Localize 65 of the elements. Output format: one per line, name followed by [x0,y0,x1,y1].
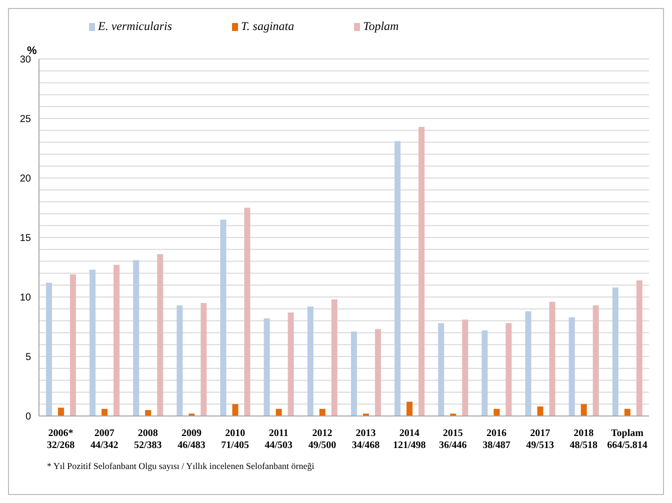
bar [580,404,587,416]
bar [406,402,413,416]
bar [624,408,630,416]
bar [133,260,140,416]
bar [58,408,64,416]
bar [506,323,512,416]
bar [70,274,76,416]
bar [276,408,282,416]
x-tick-label: 2010 71/405 [221,428,249,451]
x-tick-label: 2014 121/498 [392,428,426,451]
x-tick-label: 2013 34/468 [352,428,380,451]
bar [568,317,575,416]
bar [102,408,108,416]
bar [525,311,532,416]
y-tick-label: 0 [25,412,32,423]
bar [612,287,618,416]
bar [264,318,270,416]
x-tick-label: 2012 49/500 [308,428,336,451]
bar [244,208,250,416]
bar [176,305,183,416]
x-tick-label: 2011 44/503 [264,428,293,451]
x-tick-label: 2017 49/513 [526,428,554,451]
bar [331,299,338,416]
x-tick-label: 2015 36/446 [439,428,467,451]
x-tick-label: 2016 38/487 [482,428,510,451]
bar [418,126,425,416]
x-tick-label: 2006* 32/268 [46,428,75,451]
bar [232,404,238,416]
bar [288,312,294,416]
x-tick-label: 2009 46/483 [178,428,206,451]
text: * Yıl Pozitif Selofanbant Olgu sayısı / Yıllık incelenen Selofanbant örneği [47,461,314,471]
x-tick-label: 2007 44/342 [90,428,118,451]
bar [46,282,52,416]
bar [114,264,120,416]
y-tick-label: 5 [25,352,32,364]
y-tick-label: 20 [20,174,32,185]
bar [319,408,326,416]
bar [394,141,401,416]
bar [350,332,357,416]
bar [592,305,599,416]
bar [307,306,314,416]
bar [537,406,544,416]
bar [145,410,152,416]
bar [200,302,207,416]
bar [494,408,500,416]
x-tick-label: 2008 52/383 [134,428,162,451]
bar [220,220,226,416]
y-tick-label: 30 [20,54,32,66]
y-axis-title: % [27,45,37,57]
bar [90,270,96,416]
legend-label: E. vermicularis [97,19,172,34]
bar [549,302,556,416]
legend-label: T. saginata [240,19,294,34]
bar [157,254,164,416]
x-tick-label: 2018 48/518 [570,428,598,451]
y-tick-label: 10 [20,292,32,304]
bar [482,330,488,416]
bar [438,323,444,416]
y-tick-label: 25 [20,114,32,126]
bar [374,329,381,416]
y-tick-label: 15 [20,233,32,244]
x-tick-label: Toplam 664/5.814 [607,428,648,451]
bar [462,320,468,416]
bar [636,280,642,416]
legend-label: Toplam [362,19,399,34]
